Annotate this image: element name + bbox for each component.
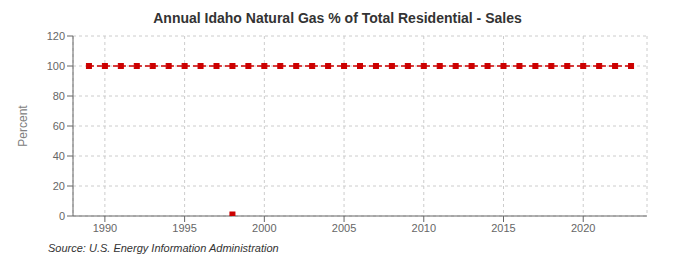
svg-text:2015: 2015 xyxy=(491,222,515,234)
svg-text:40: 40 xyxy=(53,150,65,162)
svg-text:Percent: Percent xyxy=(16,105,30,147)
svg-text:1995: 1995 xyxy=(172,222,196,234)
svg-text:2000: 2000 xyxy=(252,222,276,234)
svg-text:20: 20 xyxy=(53,180,65,192)
svg-text:2005: 2005 xyxy=(332,222,356,234)
svg-text:2020: 2020 xyxy=(571,222,595,234)
svg-text:60: 60 xyxy=(53,120,65,132)
html-text:Annual Idaho Natural Gas % of: Annual Idaho Natural Gas % of Total Resi… xyxy=(153,10,522,26)
svg-text:100: 100 xyxy=(47,60,65,72)
svg-text:2010: 2010 xyxy=(412,222,436,234)
svg-text:1990: 1990 xyxy=(93,222,117,234)
svg-text:0: 0 xyxy=(59,210,65,222)
svg-text:120: 120 xyxy=(47,30,65,42)
html-text:Source: U.S. Energy Informatio: Source: U.S. Energy Information Administ… xyxy=(48,242,279,254)
svg-text:80: 80 xyxy=(53,90,65,102)
